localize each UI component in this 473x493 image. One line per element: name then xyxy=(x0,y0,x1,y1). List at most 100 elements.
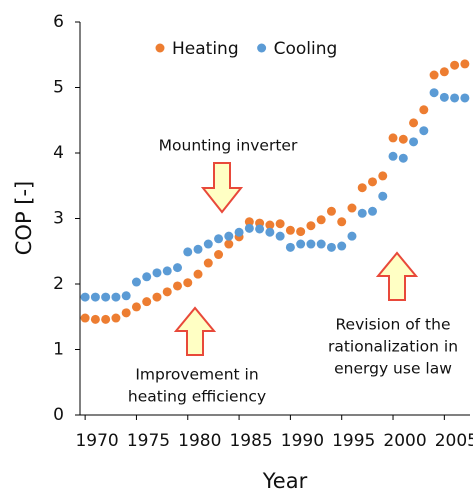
annotation: Improvement in xyxy=(135,366,258,384)
point xyxy=(419,105,429,115)
point xyxy=(203,258,213,268)
x-tick-label: 2000 xyxy=(383,431,426,451)
point xyxy=(285,225,295,235)
point xyxy=(450,60,460,70)
y-tick-label: 6 xyxy=(53,12,64,32)
x-tick-label: 1990 xyxy=(281,431,324,451)
point xyxy=(111,313,121,323)
point xyxy=(378,171,388,181)
point xyxy=(460,59,470,69)
point xyxy=(429,88,439,98)
point xyxy=(142,297,152,307)
point xyxy=(398,134,408,144)
x-tick-label: 1985 xyxy=(229,431,272,451)
point xyxy=(347,203,357,213)
point xyxy=(316,215,326,225)
annotation: rationalization in xyxy=(328,338,458,356)
point xyxy=(265,220,275,230)
point xyxy=(337,217,347,227)
point xyxy=(439,67,449,77)
point xyxy=(306,221,316,231)
point xyxy=(224,231,234,241)
point xyxy=(460,93,470,103)
point xyxy=(409,137,419,147)
point xyxy=(193,244,203,254)
point xyxy=(296,239,306,249)
y-tick-label: 5 xyxy=(53,78,64,98)
point xyxy=(388,133,398,143)
point xyxy=(378,191,388,201)
point xyxy=(234,227,244,237)
point xyxy=(101,292,111,302)
annotation: Mounting inverter xyxy=(159,137,298,155)
point xyxy=(285,242,295,252)
point xyxy=(388,151,398,161)
point xyxy=(306,239,316,249)
y-tick-label: 4 xyxy=(53,143,64,163)
point xyxy=(357,183,367,193)
point xyxy=(121,291,131,301)
y-tick-label: 1 xyxy=(53,340,64,360)
point xyxy=(326,242,336,252)
point xyxy=(214,250,224,260)
point xyxy=(224,239,234,249)
point xyxy=(316,239,326,249)
point xyxy=(80,292,90,302)
point xyxy=(203,239,213,249)
point xyxy=(80,313,90,323)
point xyxy=(368,177,377,187)
point xyxy=(409,118,419,128)
point xyxy=(244,223,254,233)
point xyxy=(90,314,100,324)
point xyxy=(439,92,449,102)
point xyxy=(357,208,367,218)
point xyxy=(326,206,336,216)
point xyxy=(429,70,439,80)
point xyxy=(337,241,347,251)
x-axis-label: Year xyxy=(262,469,308,493)
point xyxy=(142,272,152,282)
y-tick-label: 2 xyxy=(53,274,64,294)
point xyxy=(152,268,162,278)
x-tick-label: 2005 xyxy=(435,431,473,451)
point xyxy=(419,126,429,136)
x-tick-label: 1970 xyxy=(75,431,118,451)
y-tick-label: 3 xyxy=(53,209,64,229)
point xyxy=(255,224,265,234)
legend-label: Cooling xyxy=(274,39,338,59)
point xyxy=(193,269,203,279)
annotation: heating efficiency xyxy=(128,388,266,406)
point xyxy=(101,314,111,324)
point xyxy=(214,234,224,244)
point xyxy=(173,263,182,273)
legend-marker xyxy=(257,43,267,53)
point xyxy=(131,302,141,312)
point xyxy=(183,247,193,257)
point xyxy=(347,231,357,241)
point xyxy=(296,227,306,237)
legend-label: Heating xyxy=(172,39,239,59)
annotation: Revision of the xyxy=(335,316,450,334)
point xyxy=(121,308,131,318)
point xyxy=(450,93,460,103)
point xyxy=(183,278,193,288)
point xyxy=(275,219,285,229)
point xyxy=(162,287,172,297)
point xyxy=(398,153,408,163)
x-tick-label: 1980 xyxy=(178,431,221,451)
point xyxy=(90,292,100,302)
point xyxy=(152,292,162,302)
arrow-up xyxy=(375,251,419,301)
arrow-down xyxy=(200,162,244,214)
point xyxy=(275,231,285,241)
point xyxy=(244,217,254,227)
y-axis-label: COP [-] xyxy=(12,181,36,256)
point xyxy=(131,277,141,287)
x-tick-label: 1975 xyxy=(127,431,170,451)
point xyxy=(173,281,182,291)
point xyxy=(111,292,121,302)
legend-marker xyxy=(155,43,165,53)
point xyxy=(368,206,377,216)
y-tick-label: 0 xyxy=(53,405,64,425)
